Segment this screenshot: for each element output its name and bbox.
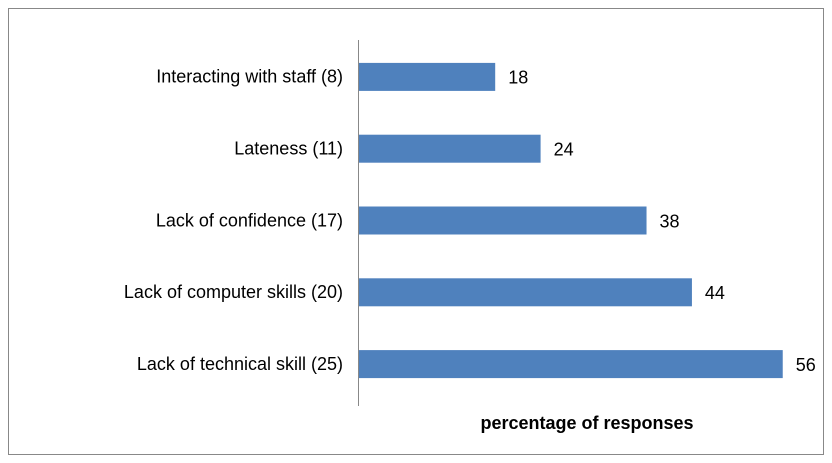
bar — [359, 278, 692, 307]
data-label: 44 — [705, 283, 725, 303]
bar — [359, 62, 496, 91]
data-label: 38 — [660, 211, 680, 231]
data-label: 18 — [508, 68, 528, 88]
x-axis-title: percentage of responses — [480, 413, 693, 433]
data-label: 56 — [796, 355, 816, 375]
bar — [359, 134, 541, 163]
bar — [359, 350, 783, 379]
y-tick-label: Interacting with staff (8) — [156, 67, 343, 87]
y-tick-label: Lack of confidence (17) — [156, 210, 343, 230]
y-tick-label: Lack of technical skill (25) — [137, 354, 343, 374]
y-tick-label: Lack of computer skills (20) — [124, 282, 343, 302]
y-tick-label: Lateness (11) — [234, 138, 343, 158]
data-label: 24 — [554, 139, 574, 159]
bar — [359, 206, 647, 235]
